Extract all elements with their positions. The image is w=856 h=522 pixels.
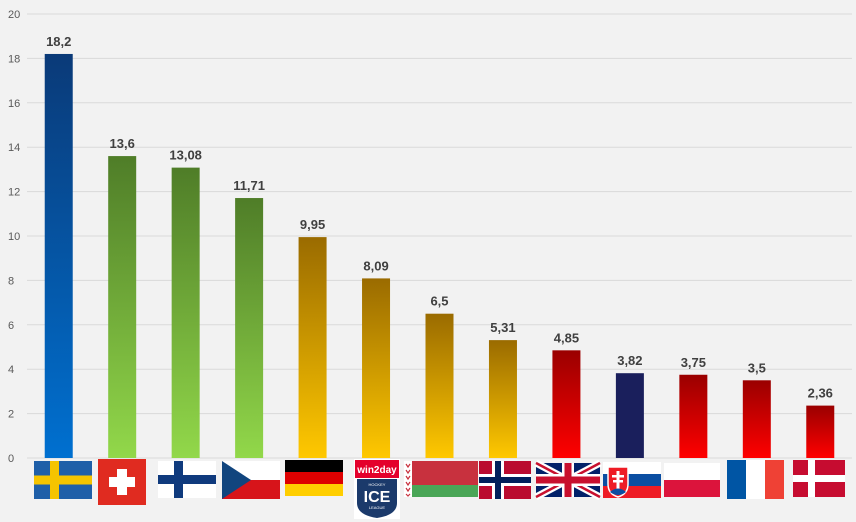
bar [615,373,644,458]
y-tick-label: 8 [8,275,14,287]
logo-league-text: LEAGUE [369,505,386,510]
logo-brand-text: win2day [356,465,397,476]
switzerland-flag-icon [98,459,146,505]
gridlines [27,13,852,459]
norway-flag-icon [479,461,531,499]
france-flag-icon [727,460,784,499]
data-label: 5,31 [490,320,515,335]
data-label: 6,5 [430,294,448,309]
bar [488,340,517,458]
data-label: 4,85 [554,330,579,345]
bar [108,156,137,458]
data-label: 11,71 [233,178,265,193]
y-tick-label: 16 [8,98,20,110]
bar [235,198,264,458]
data-label: 3,82 [617,353,642,368]
bar [171,167,200,458]
x-axis-flags: win2day HOCKEY ICE LEAGUE [34,459,845,519]
bar [742,380,771,458]
data-label: 2,36 [808,386,833,401]
data-label: 8,09 [363,258,388,273]
y-tick-label: 4 [8,364,14,376]
czechia-flag-icon [222,461,280,499]
y-tick-label: 2 [8,409,14,421]
belarus-flag-icon [404,461,478,497]
logo-ice-text: ICE [364,489,391,506]
y-tick-label: 10 [8,231,20,243]
bar [44,53,73,459]
sweden-flag-icon [34,461,92,499]
data-labels: 18,2 13,6 13,08 11,71 9,95 8,09 6,5 5,31 4,85 3,8… [46,34,833,401]
bars [44,53,835,459]
poland-flag-icon [664,463,720,497]
uk-flag-icon [534,459,602,501]
bar [806,405,835,458]
data-label: 13,6 [110,136,135,151]
y-tick-label: 18 [8,53,20,65]
y-tick-label: 0 [8,453,14,465]
bar [679,374,708,458]
data-label: 9,95 [300,217,325,232]
data-label: 3,75 [681,355,706,370]
bar [425,313,454,458]
data-label: 3,5 [748,360,766,375]
y-tick-label: 20 [8,9,20,21]
germany-flag-icon [285,460,343,496]
finland-flag-icon [158,461,216,498]
y-axis-ticks: 0 2 4 6 8 10 12 14 16 18 20 [8,9,20,465]
y-tick-label: 14 [8,142,20,154]
bar [552,350,581,458]
y-tick-label: 6 [8,320,14,332]
denmark-flag-icon [793,460,845,497]
bar [362,278,391,458]
y-tick-label: 12 [8,187,20,199]
data-label: 13,08 [169,148,202,163]
ice-hockey-league-logo-icon: win2day HOCKEY ICE LEAGUE [354,459,400,519]
logo-hockey-text: HOCKEY [369,482,386,487]
slovakia-flag-icon [603,462,661,498]
bar [298,237,327,458]
data-label: 18,2 [46,34,71,49]
